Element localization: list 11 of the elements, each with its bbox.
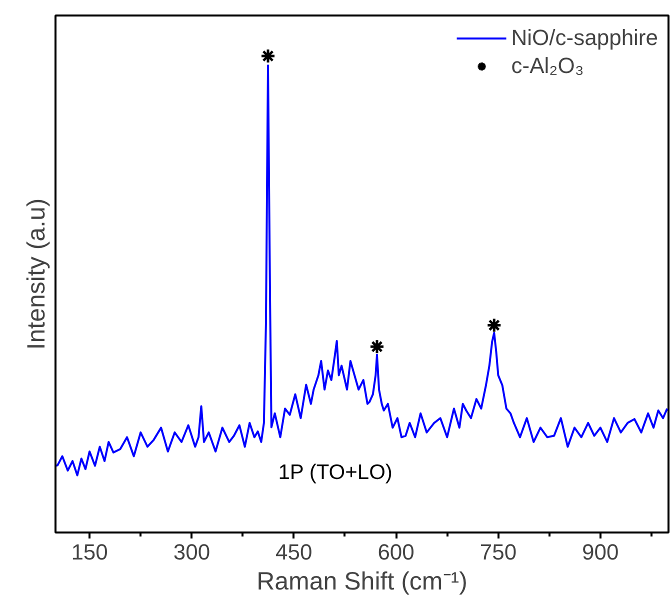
legend-label: NiO/c-sapphire xyxy=(511,25,658,51)
x-tick-label: 900 xyxy=(582,540,619,564)
x-tick-label: 300 xyxy=(173,540,210,564)
legend-label: c-Al₂O₃ xyxy=(511,53,584,79)
x-tick-label: 750 xyxy=(480,540,517,564)
x-tick-label: 600 xyxy=(378,540,414,564)
annotation: 1P (TO+LO) xyxy=(278,461,392,484)
x-tick-label: 450 xyxy=(276,540,312,564)
x-axis-title: Raman Shift (cm⁻¹) xyxy=(256,568,468,596)
y-axis-title: Intensity (a.u) xyxy=(22,198,50,350)
x-tick-label: 150 xyxy=(71,540,108,564)
